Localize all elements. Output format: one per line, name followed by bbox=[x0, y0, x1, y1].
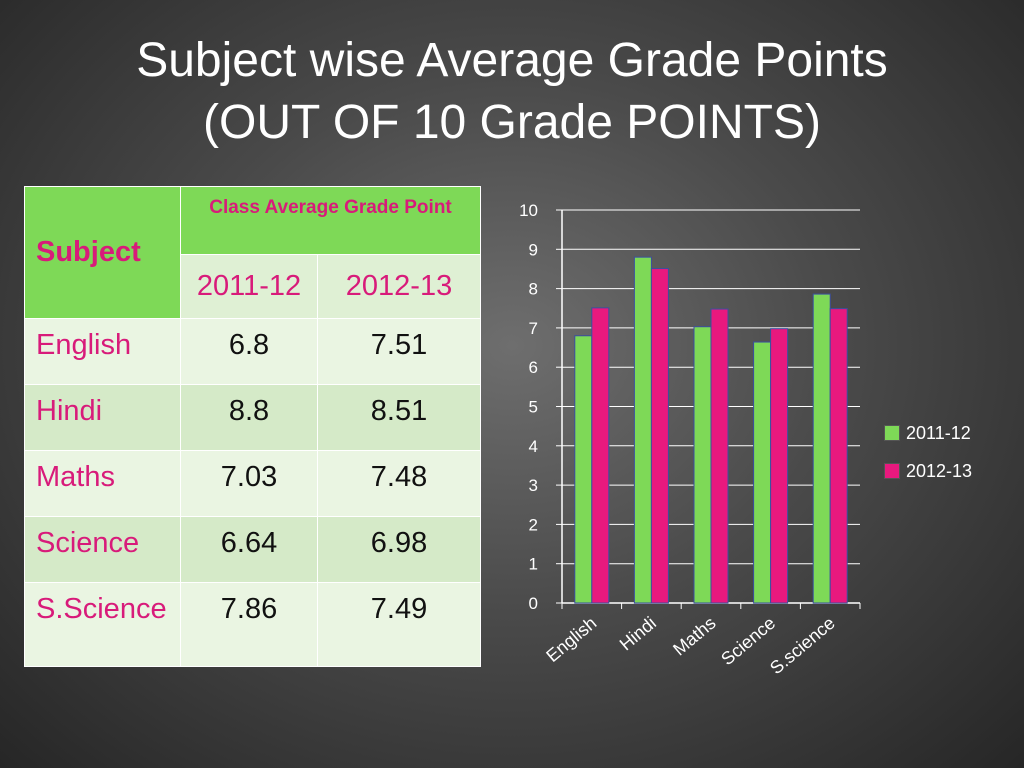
bar-2011-12-maths bbox=[693, 326, 712, 604]
value-cell-2012-13: 8.51 bbox=[317, 384, 481, 451]
table-row: Maths 7.03 7.48 bbox=[24, 450, 481, 517]
subject-cell: Science bbox=[24, 516, 181, 583]
bar-2012-13-english bbox=[591, 307, 610, 604]
bar-2012-13-science bbox=[770, 328, 789, 604]
class-average-header: Class Average Grade Point bbox=[180, 186, 481, 255]
legend-swatch-2011-12 bbox=[884, 425, 900, 441]
grade-table: Subject Class Average Grade Point 2011-1… bbox=[24, 186, 481, 667]
title-line-2: (OUT OF 10 Grade POINTS) bbox=[203, 96, 821, 149]
y-tick-label: 6 bbox=[529, 358, 538, 377]
y-tick-label: 3 bbox=[529, 476, 538, 495]
y-tick-label: 7 bbox=[529, 319, 538, 338]
x-tick-label: Maths bbox=[669, 613, 719, 660]
slide-title: Subject wise Average Grade Points (OUT O… bbox=[0, 30, 1024, 154]
legend-item-2012-13: 2012-13 bbox=[884, 458, 972, 484]
subject-cell: Maths bbox=[24, 450, 181, 517]
value-cell-2012-13: 6.98 bbox=[317, 516, 481, 583]
y-tick-label: 9 bbox=[529, 240, 538, 259]
x-tick-label: S.science bbox=[766, 613, 839, 678]
legend-swatch-2012-13 bbox=[884, 463, 900, 479]
value-cell-2012-13: 7.49 bbox=[317, 582, 481, 667]
value-cell-2011-12: 6.64 bbox=[180, 516, 318, 583]
legend-label-2012-13: 2012-13 bbox=[906, 460, 973, 481]
year-header-2011-12: 2011-12 bbox=[180, 254, 318, 319]
x-tick-label: Hindi bbox=[616, 613, 660, 655]
table-row: Science 6.64 6.98 bbox=[24, 516, 481, 583]
subject-cell: S.Science bbox=[24, 582, 181, 667]
y-tick-label: 8 bbox=[529, 280, 538, 299]
bar-2011-12-english bbox=[574, 335, 593, 604]
bar-2012-13-s-science bbox=[829, 308, 848, 604]
value-cell-2011-12: 8.8 bbox=[180, 384, 318, 451]
y-tick-label: 0 bbox=[529, 594, 538, 613]
value-cell-2012-13: 7.51 bbox=[317, 318, 481, 385]
subject-cell: Hindi bbox=[24, 384, 181, 451]
subject-header: Subject bbox=[24, 186, 181, 319]
y-tick-label: 10 bbox=[519, 201, 538, 220]
y-tick-label: 5 bbox=[529, 398, 538, 417]
table-row: Hindi 8.8 8.51 bbox=[24, 384, 481, 451]
bar-2012-13-hindi bbox=[650, 268, 669, 604]
table-row: S.Science 7.86 7.49 bbox=[24, 582, 481, 667]
chart-legend: 2011-12 2012-13 bbox=[884, 420, 972, 496]
y-tick-label: 1 bbox=[529, 555, 538, 574]
legend-item-2011-12: 2011-12 bbox=[884, 420, 972, 446]
y-tick-label: 2 bbox=[529, 515, 538, 534]
title-line-1: Subject wise Average Grade Points bbox=[136, 34, 888, 87]
legend-label-2011-12: 2011-12 bbox=[906, 422, 971, 443]
bar-2011-12-s-science bbox=[812, 293, 831, 604]
year-header-2012-13: 2012-13 bbox=[317, 254, 481, 319]
y-tick-label: 4 bbox=[529, 437, 538, 456]
bar-2012-13-maths bbox=[710, 308, 729, 604]
bar-2011-12-hindi bbox=[633, 256, 652, 604]
x-tick-label: English bbox=[542, 613, 600, 666]
value-cell-2011-12: 7.86 bbox=[180, 582, 318, 667]
subject-cell: English bbox=[24, 318, 181, 385]
value-cell-2011-12: 7.03 bbox=[180, 450, 318, 517]
bar-2011-12-science bbox=[753, 341, 772, 604]
